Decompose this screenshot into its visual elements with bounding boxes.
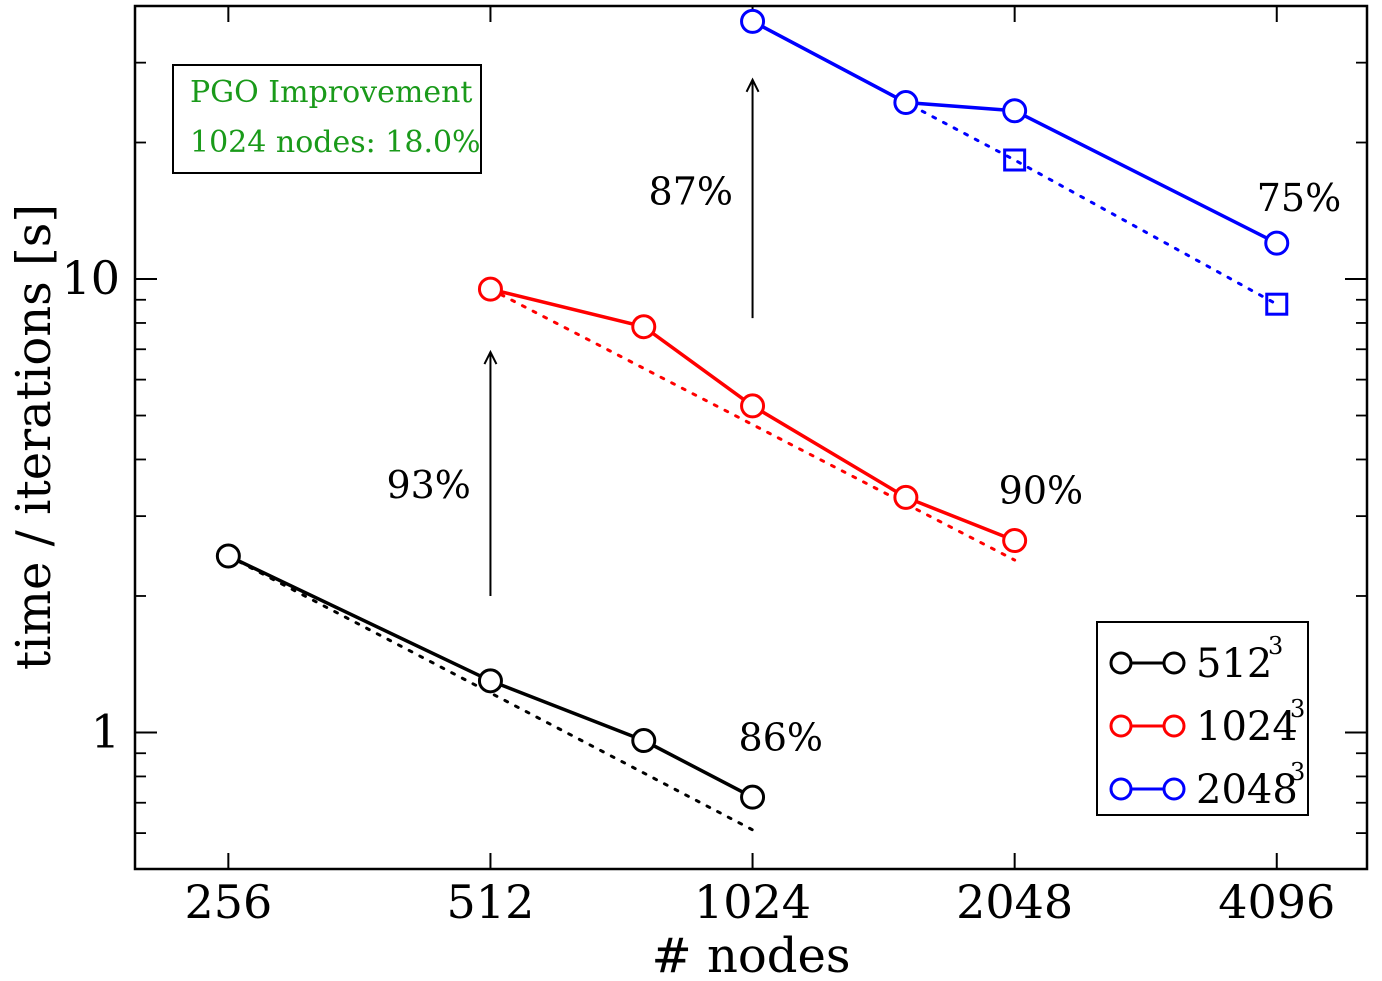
point-1024-512 (477, 276, 503, 302)
annotation-87: 87% (649, 170, 733, 214)
y-tick-labels: 1 10 (61, 251, 120, 758)
legend-label-1024: 1024 (1196, 704, 1298, 750)
legend-marker-right-1024 (1162, 714, 1186, 738)
legend-sup-512: 3 (1268, 632, 1283, 660)
ideal-line-512 (226, 554, 755, 832)
major-ticks (135, 6, 1367, 869)
y-axis-title: time / iterations [s] (6, 204, 62, 670)
point-2048-4096 (1264, 230, 1290, 256)
arrow-layer (483, 77, 760, 596)
pgo-info-line2: 1024 nodes: 18.0% (190, 125, 481, 160)
line-512 (227, 554, 754, 799)
x-tick-label-1024: 1024 (694, 875, 811, 929)
annotation-93: 93% (386, 463, 470, 507)
legend-sup-1024: 3 (1290, 695, 1305, 723)
point-512-768 (631, 728, 657, 754)
point-512-1024 (740, 784, 766, 810)
legend-marker-left-1024 (1109, 714, 1133, 738)
point-512-512 (477, 668, 503, 694)
ideal-square-2048-2048 (1003, 148, 1027, 172)
x-tick-label-256: 256 (184, 875, 272, 929)
series-512 (215, 543, 766, 832)
annotation-86: 86% (739, 715, 823, 759)
x-axis-title: # nodes (651, 928, 850, 981)
point-1024-1536 (893, 484, 919, 510)
legend-marker-right-512 (1162, 651, 1186, 675)
legend: 512 3 1024 3 2048 3 (1096, 621, 1309, 816)
pgo-info-line1: PGO Improvement (190, 75, 472, 110)
pgo-info-box: PGO Improvement 1024 nodes: 18.0% (172, 64, 482, 174)
ideal-square-2048-4096 (1265, 292, 1289, 316)
x-tick-labels: 256 512 1024 2048 4096 (184, 875, 1335, 929)
legend-marker-left-2048 (1109, 777, 1133, 801)
legend-frame (1096, 621, 1309, 816)
annotation-layer: 86% 93% 87% 90% 75% (386, 170, 1341, 760)
y-tick-label-1: 1 (91, 704, 120, 758)
series-layer (215, 8, 1290, 832)
annotation-90: 90% (999, 468, 1083, 512)
legend-marker-left-512 (1109, 651, 1133, 675)
scaling-arrow-head-0 (483, 349, 498, 365)
pgo-info-frame (172, 64, 482, 174)
point-2048-2048 (1002, 98, 1028, 124)
y-tick-label-10: 10 (61, 251, 120, 305)
point-1024-1024 (740, 393, 766, 419)
legend-marker-right-2048 (1162, 777, 1186, 801)
point-512-256 (215, 543, 241, 569)
point-2048-1536 (893, 90, 919, 116)
point-2048-1024 (740, 8, 766, 34)
minor-ticks (135, 61, 1367, 834)
legend-label-512: 512 (1196, 641, 1272, 687)
legend-label-2048: 2048 (1196, 767, 1298, 813)
legend-entries (1109, 651, 1186, 801)
annotation-75: 75% (1257, 176, 1341, 220)
series-2048 (740, 8, 1290, 316)
x-tick-label-4096: 4096 (1218, 875, 1335, 929)
ideal-line-1024 (488, 287, 1017, 562)
legend-sup-2048: 3 (1290, 758, 1305, 786)
scaling-arrow-head-1 (745, 77, 760, 93)
point-1024-2048 (1002, 528, 1028, 554)
line-2048 (751, 19, 1278, 245)
x-tick-label-2048: 2048 (956, 875, 1073, 929)
point-1024-768 (631, 314, 657, 340)
series-1024 (477, 276, 1028, 562)
x-tick-label-512: 512 (447, 875, 535, 929)
plot-frame (133, 4, 1369, 871)
